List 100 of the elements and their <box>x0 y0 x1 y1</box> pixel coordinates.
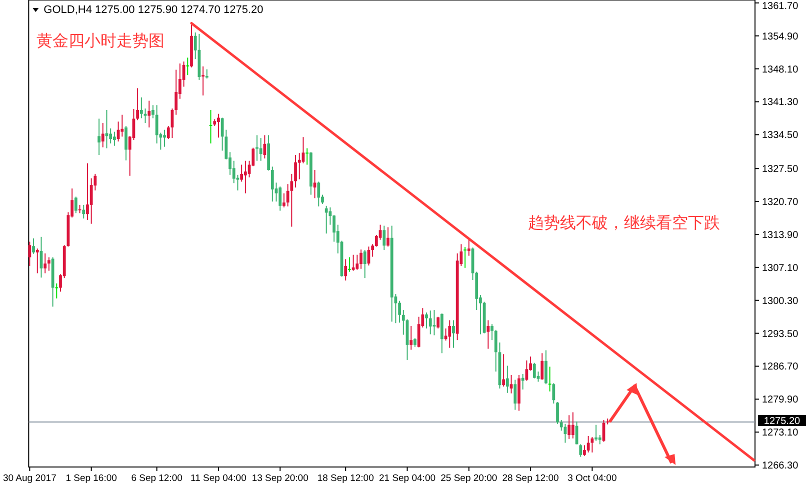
candlestick <box>74 196 78 214</box>
candlestick <box>259 138 262 162</box>
y-tick-label: 1293.50 <box>762 328 799 340</box>
candlestick <box>152 104 154 119</box>
candlestick <box>44 252 47 274</box>
y-tick-label: 1307.10 <box>762 262 799 274</box>
annotation: 趋势线不破，继续看空下跌 <box>528 214 720 232</box>
y-tick-label: 1361.70 <box>762 1 799 12</box>
candlestick <box>532 362 536 379</box>
y-tick-label: 1327.50 <box>762 164 799 176</box>
candlestick <box>352 254 355 272</box>
y-tick-label: 1266.30 <box>762 460 799 472</box>
candlestick <box>324 205 328 234</box>
candlestick <box>598 434 602 445</box>
candlestick <box>332 214 336 242</box>
candlestick <box>583 444 586 456</box>
y-tick-label: 1273.10 <box>762 428 799 439</box>
candlestick <box>290 173 294 228</box>
candlestick <box>28 241 32 266</box>
candlestick <box>244 160 247 194</box>
candlestick <box>436 316 440 329</box>
x-tick-label: 13 Sep 20:00 <box>252 473 308 484</box>
candlestick <box>425 312 428 329</box>
y-tick-label: 1348.10 <box>762 64 799 76</box>
candlestick <box>317 181 320 207</box>
candlestick <box>556 402 559 424</box>
candlestick <box>356 254 359 270</box>
candlestick <box>136 88 139 121</box>
candlestick <box>174 69 178 116</box>
candlestick <box>594 424 598 442</box>
candlestick <box>410 326 413 350</box>
candlestick <box>467 238 470 256</box>
candlestick <box>586 435 590 453</box>
candlestick <box>568 414 571 440</box>
candlestick <box>363 249 366 279</box>
y-tick-label: 1279.90 <box>762 394 799 406</box>
y-tick-label: 1313.90 <box>762 230 799 241</box>
candlestick <box>163 129 166 148</box>
candlestick <box>521 373 524 390</box>
candlestick <box>148 100 151 128</box>
x-tick-label: 30 Aug 2017 <box>3 473 56 484</box>
x-tick-label: 6 Sep 12:00 <box>131 473 182 484</box>
candlestick <box>486 320 490 350</box>
candlestick <box>86 162 89 220</box>
y-tick-label: 1300.30 <box>762 296 799 307</box>
candlestick <box>140 96 143 119</box>
candlestick <box>552 382 556 404</box>
candlestick <box>398 300 401 324</box>
candlestick <box>344 258 348 281</box>
candlestick <box>544 350 548 385</box>
ref-line-label: 1275.20 <box>764 416 801 427</box>
candlestick <box>506 365 509 394</box>
candlestick <box>463 246 467 268</box>
candlestick <box>101 122 104 148</box>
candlestick <box>48 256 50 272</box>
x-tick-label: 3 Oct 04:00 <box>568 473 617 484</box>
x-tick-label: 28 Sep 12:00 <box>502 473 559 484</box>
candlestick <box>302 136 305 164</box>
y-tick-label: 1341.30 <box>762 97 799 108</box>
candlestick <box>540 352 544 380</box>
candlestick <box>202 66 204 96</box>
y-tick-label: 1334.50 <box>762 130 799 142</box>
candlestick <box>502 354 506 388</box>
candlestick <box>525 360 528 382</box>
candlestick <box>205 68 208 79</box>
candlestick <box>382 225 386 250</box>
candlestick <box>360 248 362 270</box>
candlestick <box>490 324 494 341</box>
candlestick <box>120 114 124 138</box>
candlestick <box>240 164 244 182</box>
x-tick-label: 21 Sep 04:00 <box>378 473 436 484</box>
x-tick-label: 1 Sep 16:00 <box>66 473 117 484</box>
candlestick <box>278 186 282 212</box>
y-tick-label: 1320.70 <box>762 197 799 208</box>
x-tick-label: 18 Sep 12:00 <box>317 473 374 484</box>
x-tick-label: 11 Sep 04:00 <box>190 473 246 484</box>
candlestick <box>82 204 86 219</box>
candlestick <box>90 178 93 224</box>
candlestick <box>217 113 220 138</box>
candlestick <box>32 238 35 254</box>
candlestick <box>348 256 352 272</box>
candlestick <box>510 374 513 394</box>
candlestick <box>590 436 594 453</box>
candlestick <box>112 131 116 146</box>
candlestick <box>514 379 517 410</box>
candlestick <box>98 118 100 156</box>
chart-subtitle: GOLD,H4 1275.00 1275.90 1274.70 1275.20 <box>44 4 264 16</box>
candlestick <box>374 234 378 248</box>
candlestick <box>428 310 432 335</box>
y-tick-label: 1286.70 <box>762 362 799 373</box>
y-tick-label: 1354.90 <box>762 31 799 42</box>
candlestick <box>54 282 59 299</box>
candlestick <box>124 125 128 161</box>
candlestick <box>294 154 297 188</box>
candlestick <box>448 320 452 348</box>
candlestick <box>109 128 112 144</box>
candlestick <box>386 226 390 248</box>
candlestick <box>571 412 574 439</box>
candlestick <box>305 148 310 166</box>
candlestick <box>186 57 190 76</box>
